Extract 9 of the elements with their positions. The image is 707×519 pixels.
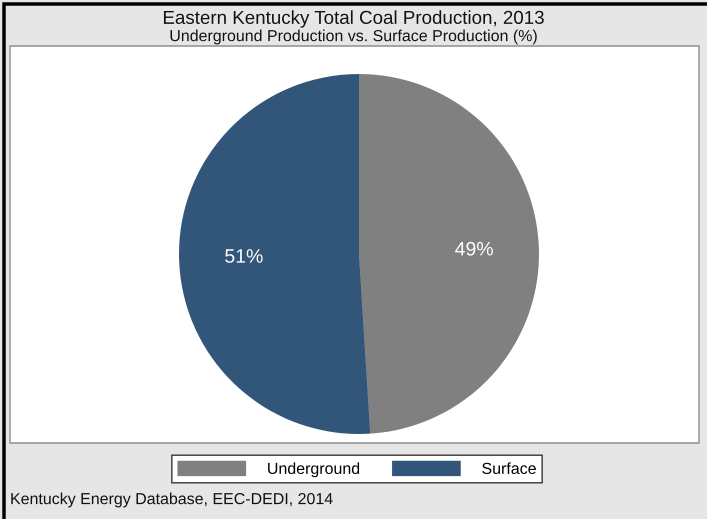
data-label: 49% (455, 242, 493, 256)
text: Kentucky Energy Database, EEC-DEDI, 2014 (11, 492, 333, 508)
chart-subtitle: Underground Production vs. Surface Production (%) (170, 30, 537, 44)
pie-slice (179, 74, 370, 434)
data-label: 51% (225, 249, 263, 263)
chart-title: Eastern Kentucky Total Coal Production, 2013 (164, 10, 544, 28)
pie-slice (359, 74, 539, 434)
legend-label: Surface (482, 462, 536, 474)
legend-label: Underground (268, 462, 360, 478)
